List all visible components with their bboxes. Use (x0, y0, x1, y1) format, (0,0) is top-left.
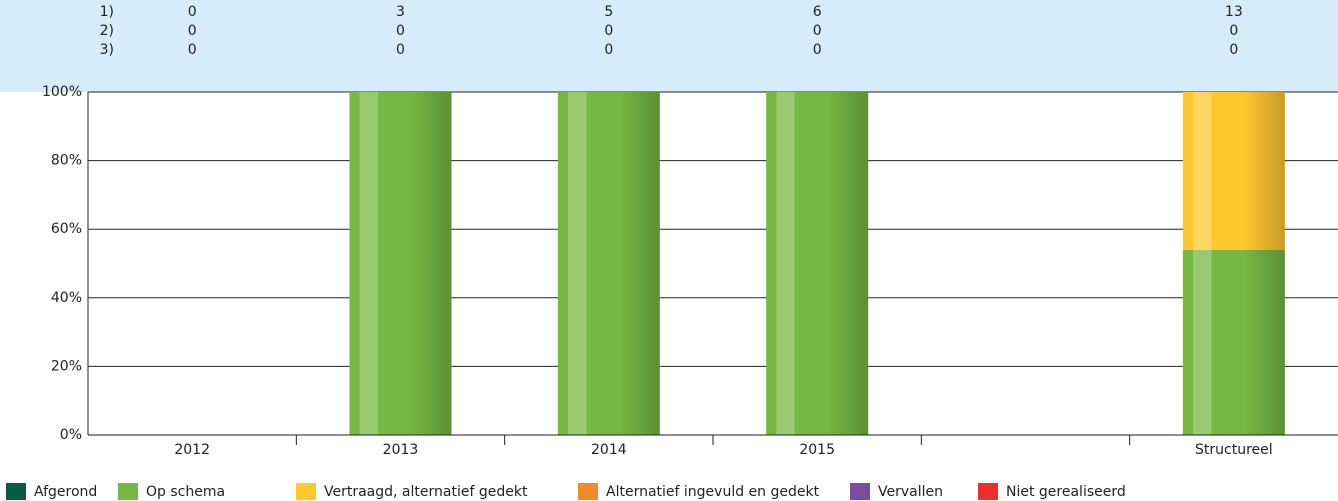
legend-label: Alternatief ingevuld en gedekt (606, 484, 820, 500)
header-value: 0 (396, 42, 405, 58)
header-band (0, 0, 1338, 92)
y-tick-label: 60% (51, 221, 82, 237)
legend-label: Vervallen (878, 484, 943, 500)
header-value: 0 (1229, 23, 1238, 39)
x-tick-label: 2013 (383, 442, 419, 458)
header-value: 0 (188, 4, 197, 20)
header-value: 3 (396, 4, 405, 20)
header-value: 0 (604, 42, 613, 58)
legend-label: Vertraagd, alternatief gedekt (324, 484, 528, 500)
legend-swatch (118, 483, 138, 500)
header-value: 0 (1229, 42, 1238, 58)
y-tick-label: 20% (51, 358, 82, 374)
header-value: 0 (188, 42, 197, 58)
bar-shade (557, 92, 660, 435)
legend-swatch (978, 483, 998, 500)
legend-label: Afgerond (34, 484, 97, 500)
y-tick-label: 0% (60, 427, 82, 443)
header-value: 0 (813, 23, 822, 39)
legend-swatch (850, 483, 870, 500)
legend-swatch (296, 483, 316, 500)
bar-shade (766, 92, 869, 435)
bar-shade (349, 92, 452, 435)
header-value: 0 (604, 23, 613, 39)
y-tick-label: 100% (42, 84, 82, 100)
x-tick-label: 2012 (174, 442, 210, 458)
header-row-label: 3) (100, 42, 114, 58)
y-tick-label: 40% (51, 290, 82, 306)
header-value: 0 (396, 23, 405, 39)
header-value: 0 (813, 42, 822, 58)
header-value: 6 (813, 4, 822, 20)
header-value: 0 (188, 23, 197, 39)
x-tick-label: Structureel (1195, 442, 1273, 458)
header-row-label: 2) (100, 23, 114, 39)
header-row-label: 1) (100, 4, 114, 20)
legend-swatch (578, 483, 598, 500)
x-tick-label: 2015 (799, 442, 835, 458)
legend-label: Niet gerealiseerd (1006, 484, 1126, 500)
bar-shade (1182, 92, 1285, 435)
header-value: 13 (1225, 4, 1243, 20)
x-tick-label: 2014 (591, 442, 627, 458)
legend-swatch (6, 483, 26, 500)
legend-label: Op schema (146, 484, 225, 500)
y-tick-label: 80% (51, 153, 82, 169)
header-value: 5 (604, 4, 613, 20)
